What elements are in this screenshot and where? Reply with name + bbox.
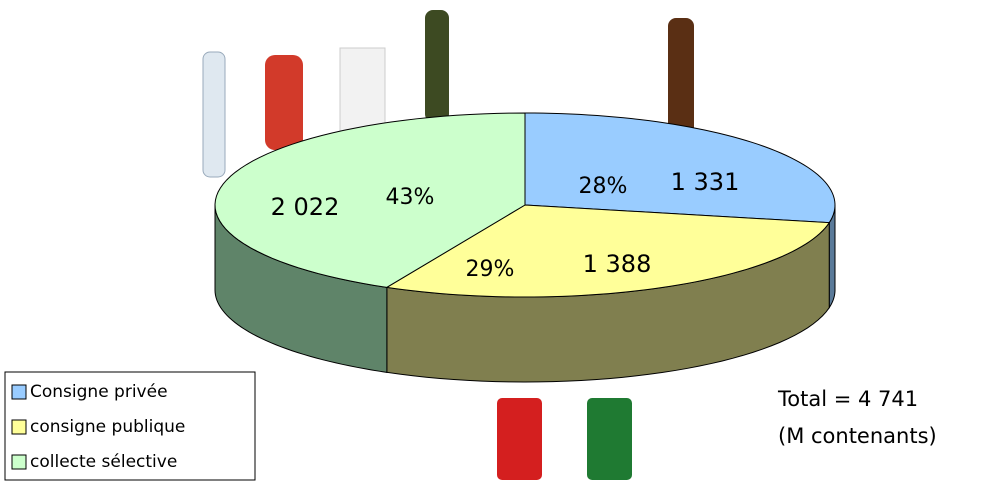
legend-label: collecte sélective bbox=[30, 452, 177, 472]
legend-swatch bbox=[12, 455, 26, 469]
percent-label: 29% bbox=[466, 257, 515, 282]
unit-label: (M contenants) bbox=[778, 424, 937, 448]
value-label: 1 331 bbox=[671, 168, 740, 196]
page: Total = 4 741 (M contenants) 28% 1 331 29%… bbox=[0, 0, 985, 482]
chart: Total = 4 741 (M contenants) 28% 1 331 29%… bbox=[0, 0, 985, 482]
percent-label: 43% bbox=[386, 185, 435, 210]
cola-can bbox=[497, 398, 542, 480]
value-label: 2 022 bbox=[271, 193, 340, 221]
legend-label: Consigne privée bbox=[30, 382, 168, 402]
beer-can bbox=[587, 398, 632, 480]
total-label: Total = 4 741 bbox=[777, 387, 918, 411]
legend-swatch bbox=[12, 420, 26, 434]
legend-label: consigne publique bbox=[30, 417, 185, 437]
milk-carton bbox=[340, 48, 385, 131]
beer-bottle bbox=[668, 18, 694, 140]
value-label: 1 388 bbox=[583, 250, 652, 278]
percent-label: 28% bbox=[579, 174, 628, 199]
water-bottle bbox=[203, 52, 225, 177]
sauce-bottle bbox=[265, 55, 303, 150]
oil-bottle bbox=[425, 10, 449, 122]
legend-swatch bbox=[12, 385, 26, 399]
